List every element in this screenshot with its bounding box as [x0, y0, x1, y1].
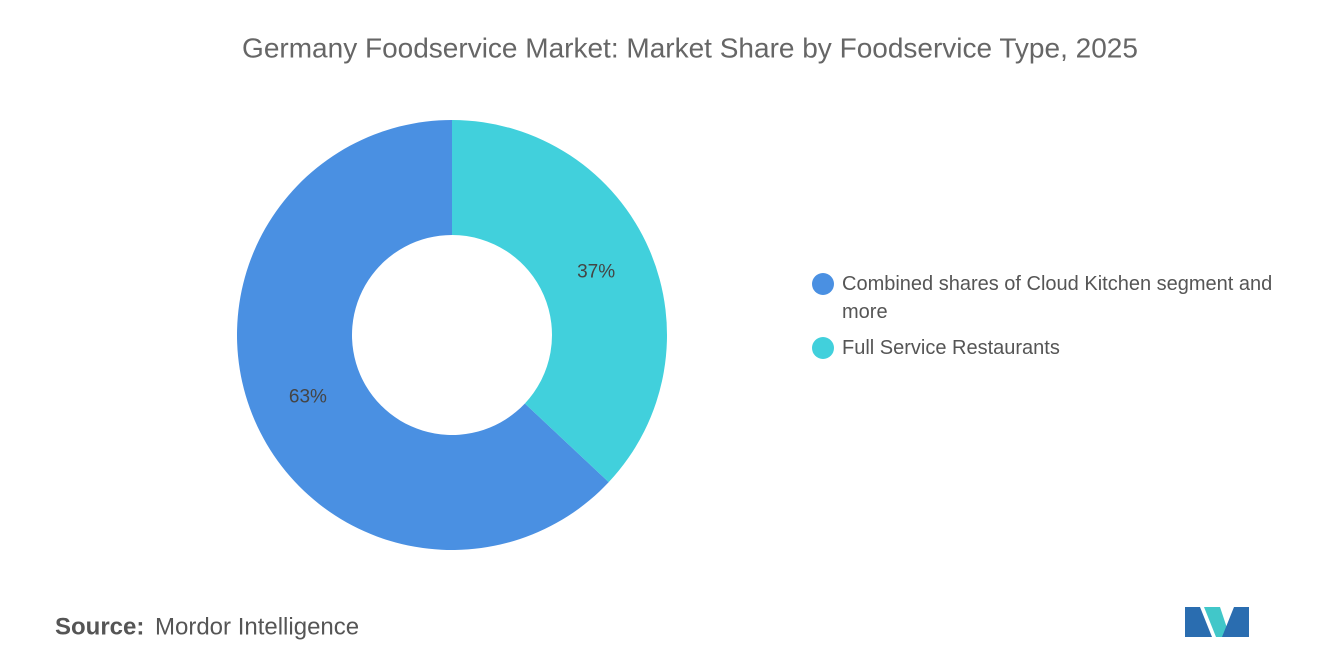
source-text: Mordor Intelligence [155, 613, 359, 640]
legend: Combined shares of Cloud Kitchen segment… [812, 270, 1302, 370]
legend-label: Combined shares of Cloud Kitchen segment… [842, 273, 1273, 323]
value-label: 63% [289, 386, 327, 407]
legend-swatch [812, 273, 834, 295]
legend-item: Full Service Restaurants [812, 334, 1302, 362]
legend-item: Combined shares of Cloud Kitchen segment… [812, 270, 1302, 326]
value-label: 37% [577, 262, 615, 283]
slice [237, 120, 609, 550]
legend-label: Full Service Restaurants [842, 337, 1060, 359]
legend-swatch [812, 337, 834, 359]
chart-title: Germany Foodservice Market: Market Share… [242, 32, 1138, 63]
slice [452, 120, 667, 483]
logo [1185, 607, 1249, 637]
source-label: Source: [55, 613, 144, 640]
